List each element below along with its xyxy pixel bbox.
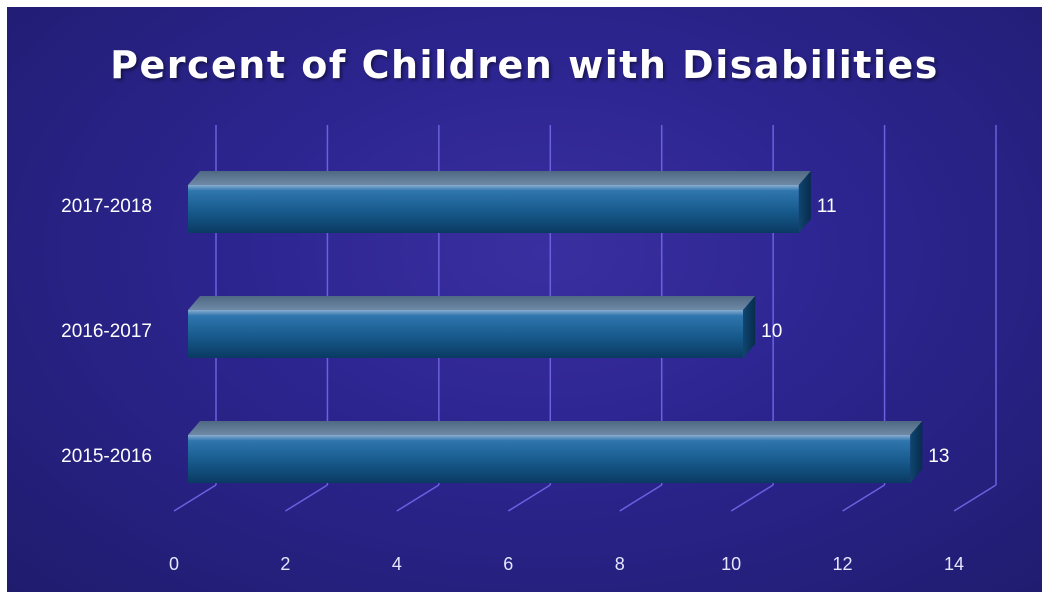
x-tick-label: 0 — [169, 554, 179, 574]
gridline-floor — [842, 484, 885, 512]
gridline-floor — [619, 484, 663, 512]
bar-top-face — [188, 171, 811, 185]
gridline-floor — [173, 484, 217, 512]
bar-end-face — [798, 171, 811, 233]
chart-title: Percent of Children with Disabilities — [110, 43, 939, 87]
x-tick-label: 14 — [944, 554, 964, 574]
x-tick-label: 12 — [833, 554, 853, 574]
gridline-floor — [396, 484, 440, 512]
bar-end-face — [910, 421, 923, 483]
category-label: 2017-2018 — [61, 196, 152, 217]
x-tick-label: 6 — [503, 554, 513, 574]
gridline-floor — [953, 484, 997, 512]
gridline-floor — [730, 484, 774, 512]
data-label: 11 — [817, 196, 837, 217]
x-tick-label: 4 — [392, 554, 402, 574]
data-label: 10 — [761, 321, 782, 342]
category-label: 2016-2017 — [61, 321, 152, 342]
bar-end-face — [743, 296, 756, 358]
bar — [188, 310, 744, 358]
x-tick-label: 10 — [721, 554, 741, 574]
gridline-floor — [285, 484, 328, 512]
gridline-floor — [507, 484, 551, 512]
bar — [188, 435, 911, 483]
data-label: 13 — [928, 446, 949, 467]
plot-area: 0 2 4 6 8 10 12 14 11 2017-2018 10 2016-2017 13 2015-… — [61, 125, 997, 574]
bar-top-face — [188, 296, 756, 310]
chart-area: Percent of Children with Disabilities 0 2… — [7, 7, 1042, 592]
bar — [188, 185, 799, 233]
category-label: 2015-2016 — [61, 446, 152, 467]
x-tick-label: 8 — [615, 554, 625, 574]
x-tick-label: 2 — [280, 554, 290, 574]
bar-top-face — [188, 421, 923, 435]
